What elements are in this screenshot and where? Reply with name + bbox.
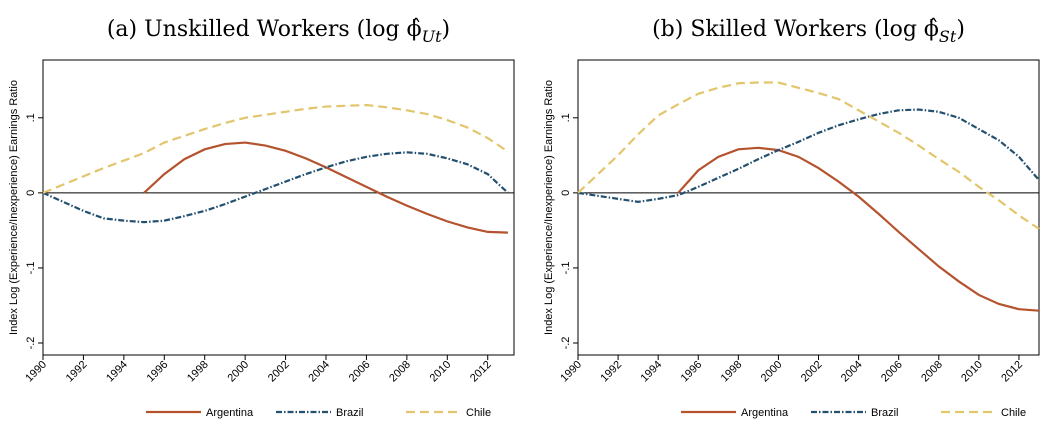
x-tick-label: 1990: [23, 359, 49, 385]
y-axis-label: Index Log (Experience/Inexperience) Earn…: [8, 80, 20, 335]
title-text: (b) Skilled Workers (log ϕ̂: [652, 17, 939, 42]
title-closing: ): [956, 17, 965, 42]
x-tick-label: 2010: [428, 359, 454, 385]
x-tick-label: 1990: [558, 359, 584, 385]
x-tick-label: 2006: [347, 359, 373, 385]
panel-title: (b) Skilled Workers (log ϕ̂St): [652, 17, 965, 46]
y-tick-label: .1: [560, 113, 572, 122]
y-tick-label: 0: [560, 190, 572, 196]
x-tick-label: 2010: [959, 359, 985, 385]
x-tick-label: 2008: [919, 359, 945, 385]
panel: (b) Skilled Workers (log ϕ̂St) Index Log …: [543, 17, 1040, 419]
y-tick-label: -.1: [25, 262, 37, 275]
legend-label: Brazil: [871, 407, 899, 419]
title-closing: ): [442, 17, 451, 42]
x-tick-label: 1994: [104, 359, 130, 385]
series-line: [577, 81, 1040, 230]
series-line: [42, 151, 509, 224]
x-tick-label: 1996: [679, 359, 705, 385]
y-tick-label: .1: [25, 113, 37, 122]
series-line: [577, 108, 1040, 203]
x-tick-label: 1994: [638, 359, 664, 385]
y-tick-label: -.2: [560, 337, 572, 350]
panel: (a) Unskilled Workers (log ϕ̂Ut) Index Lo…: [8, 17, 515, 419]
x-tick-label: 1998: [719, 359, 745, 385]
x-tick-label: 2006: [879, 359, 905, 385]
y-tick-label: 0: [25, 190, 37, 196]
series-line: [42, 103, 509, 194]
title-text: (a) Unskilled Workers (log ϕ̂: [107, 17, 422, 42]
x-tick-label: 1992: [64, 359, 90, 385]
x-tick-label: 2004: [306, 359, 332, 385]
x-tick-label: 2012: [468, 359, 494, 385]
plot-frame: [577, 59, 1040, 356]
legend-label: Argentina: [741, 407, 789, 419]
panel-title: (a) Unskilled Workers (log ϕ̂Ut): [107, 17, 450, 46]
title-subscript: St: [939, 27, 957, 46]
x-tick-label: 2002: [266, 359, 292, 385]
x-tick-label: 2000: [225, 359, 251, 385]
series-line: [143, 141, 508, 234]
series-line: [677, 146, 1040, 312]
x-tick-label: 2008: [387, 359, 413, 385]
x-tick-label: 2000: [759, 359, 785, 385]
x-tick-label: 1996: [145, 359, 171, 385]
legend-label: Chile: [466, 407, 491, 419]
x-tick-label: 2004: [839, 359, 865, 385]
legend-label: Brazil: [336, 407, 364, 419]
x-tick-label: 1998: [185, 359, 211, 385]
x-tick-label: 1992: [598, 359, 624, 385]
y-tick-label: -.2: [25, 337, 37, 350]
y-tick-label: -.1: [560, 262, 572, 275]
legend-label: Chile: [1001, 407, 1026, 419]
plot-frame: [42, 59, 515, 356]
y-axis-label: Index Log (Experience/Inexperience) Earn…: [543, 80, 555, 335]
x-tick-label: 2002: [799, 359, 825, 385]
legend-label: Argentina: [206, 407, 254, 419]
x-tick-label: 2012: [999, 359, 1025, 385]
title-subscript: Ut: [422, 27, 442, 46]
